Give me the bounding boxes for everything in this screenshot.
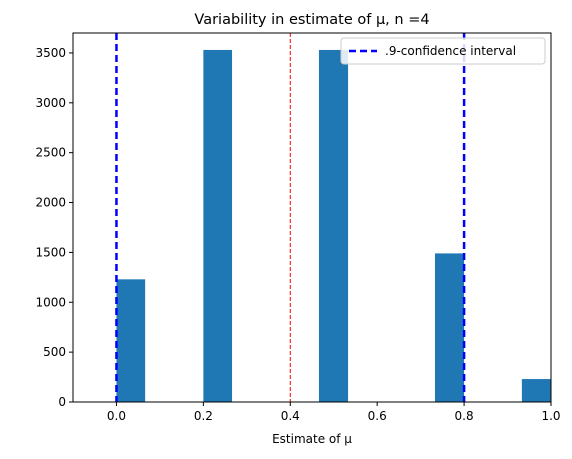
- x-tick-label: 0.2: [194, 409, 213, 423]
- y-axis-ticks: 0 500 1000 1500 2000 2500 3000 3500: [35, 46, 73, 409]
- histogram-bar: [203, 49, 233, 403]
- legend-label: .9-confidence interval: [385, 44, 516, 58]
- y-tick-label: 3500: [35, 46, 66, 60]
- x-axis-ticks: 0.0 0.2 0.4 0.6 0.8 1.0: [107, 402, 561, 423]
- y-tick-label: 0: [58, 395, 66, 409]
- y-tick-label: 500: [43, 345, 66, 359]
- chart-title: Variability in estimate of μ, n =4: [194, 12, 429, 28]
- histogram-bar: [434, 253, 465, 402]
- bars-layer: [116, 49, 551, 403]
- legend-box: [340, 37, 546, 65]
- x-tick-label: 1.0: [541, 409, 560, 423]
- legend: .9-confidence interval: [340, 37, 546, 65]
- x-tick-label: 0.6: [368, 409, 387, 423]
- histogram-bar: [318, 49, 349, 403]
- y-tick-label: 1500: [35, 245, 66, 259]
- y-tick-label: 3000: [35, 96, 66, 110]
- x-axis-label: Estimate of μ: [272, 432, 352, 446]
- y-tick-label: 2000: [35, 196, 66, 210]
- histogram-bar: [116, 279, 146, 402]
- y-tick-label: 2500: [35, 146, 66, 160]
- vertical-lines-layer: [115, 33, 466, 402]
- y-tick-label: 1000: [35, 295, 66, 309]
- histogram-bar: [521, 379, 551, 402]
- x-tick-label: 0.8: [455, 409, 474, 423]
- x-tick-label: 0.0: [107, 409, 126, 423]
- x-tick-label: 0.4: [281, 409, 300, 423]
- axes-frame: [72, 32, 552, 403]
